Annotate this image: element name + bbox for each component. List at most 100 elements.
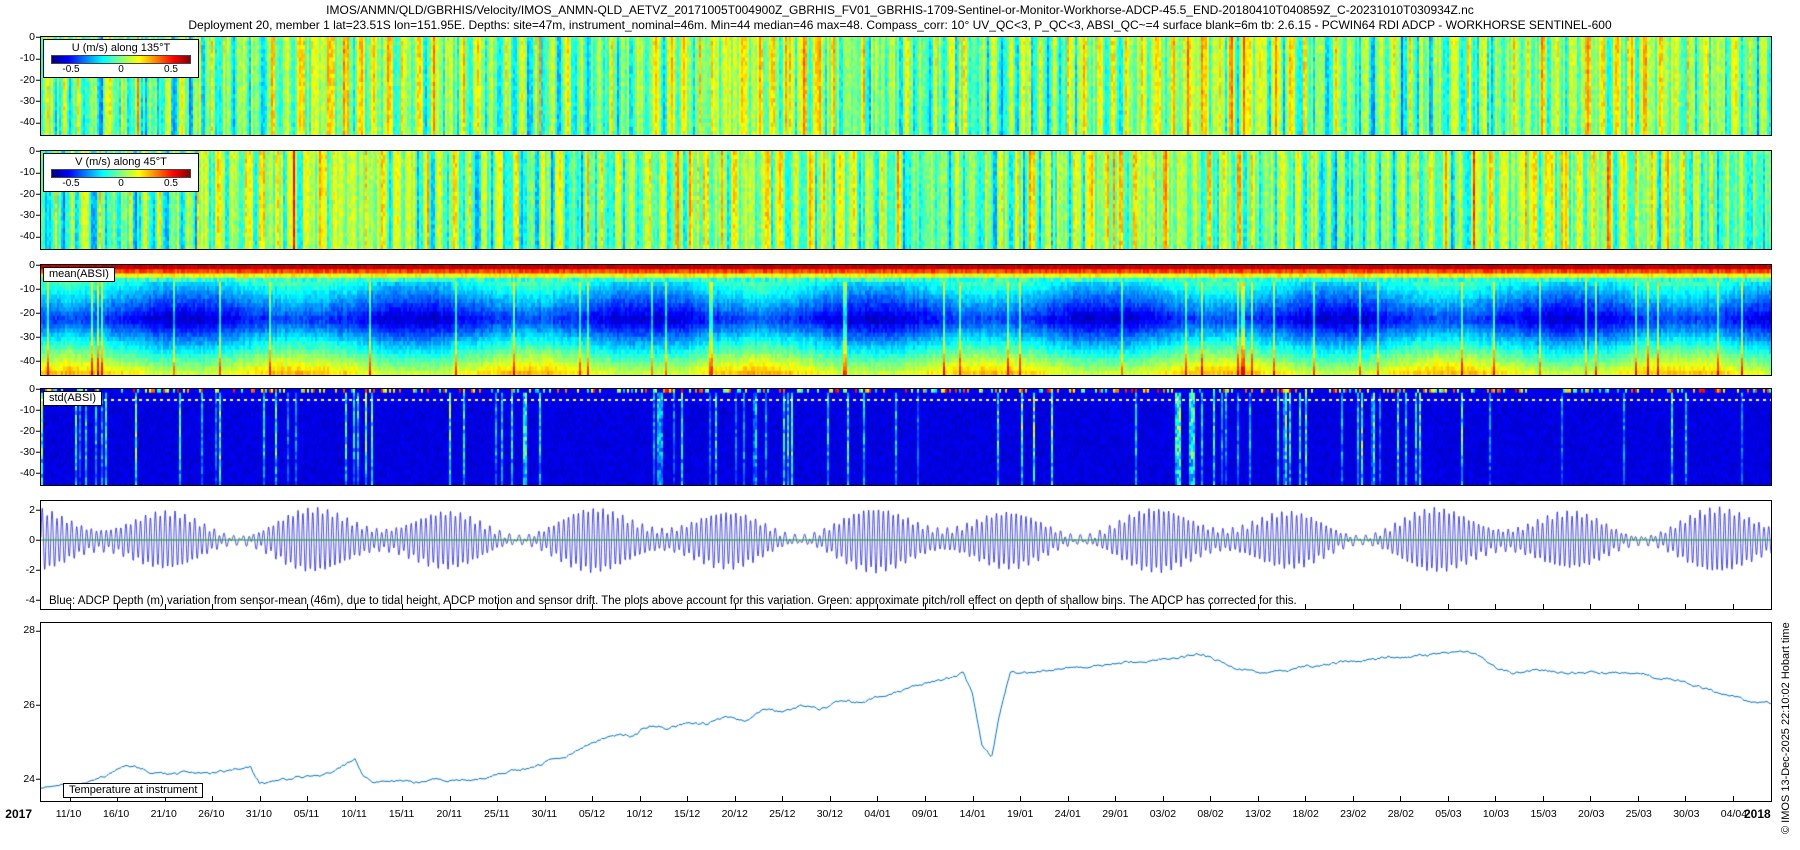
y-tick-label: -40 xyxy=(3,467,41,478)
v-colorbar-legend: V (m/s) along 45°T -0.5 0 0.5 xyxy=(43,153,199,192)
std-absi-heatmap xyxy=(41,389,1771,485)
mean-absi-heatmap xyxy=(41,265,1771,375)
u-colorbar-tick-labels: -0.5 0 0.5 xyxy=(51,64,191,75)
v-velocity-heatmap xyxy=(41,151,1771,249)
colorbar-tick-label: 0.5 xyxy=(164,64,178,75)
x-tick-label: 20/11 xyxy=(436,808,462,820)
panel-u-velocity: U (m/s) along 135°T -0.5 0 0.5 0 -10 -20 -30-… xyxy=(20,32,1772,136)
x-tick-label: 25/03 xyxy=(1625,808,1652,820)
x-tick-mark xyxy=(402,796,404,801)
y-tick-label: -20 xyxy=(3,308,41,319)
x-tick-mark xyxy=(925,604,926,609)
x-tick-mark xyxy=(687,604,689,609)
x-tick-mark xyxy=(1732,604,1734,609)
x-tick-label: 04/04 xyxy=(1720,808,1748,820)
x-tick-label: 23/02 xyxy=(1340,808,1367,820)
panel-std-absi: std(ABSI) 0 -10 -20 -30 -40 xyxy=(20,384,1772,486)
x-tick-mark xyxy=(687,796,689,801)
x-tick-mark xyxy=(1115,796,1117,801)
x-tick-label: 24/01 xyxy=(1054,808,1081,820)
x-tick-mark xyxy=(1067,796,1069,801)
x-axis-year-left: 2017 xyxy=(5,807,32,821)
x-tick-mark xyxy=(259,796,261,801)
mean-absi-label: mean(ABSI) xyxy=(43,267,115,282)
y-tick-label: -20 xyxy=(3,74,41,85)
temperature-plot xyxy=(41,623,1771,801)
y-tick-label: 0 xyxy=(3,384,41,395)
x-tick-mark xyxy=(449,604,451,609)
x-tick-label: 10/03 xyxy=(1482,808,1510,820)
y-tick-label: -20 xyxy=(3,188,41,199)
x-tick-label: 04/01 xyxy=(864,808,891,820)
v-colorbar-title: V (m/s) along 45°T xyxy=(75,156,167,168)
x-tick-mark xyxy=(1685,796,1687,801)
depth-variation-plot xyxy=(41,501,1771,609)
x-tick-mark xyxy=(449,796,451,801)
jet-colorbar-gradient xyxy=(51,55,191,64)
x-tick-mark xyxy=(639,604,641,609)
x-tick-mark xyxy=(1257,796,1259,801)
x-tick-label: 25/12 xyxy=(769,808,796,820)
y-tick-label: -10 xyxy=(3,284,41,295)
y-tick-label: 28 xyxy=(3,625,41,636)
x-tick-label: 03/02 xyxy=(1149,808,1177,820)
x-tick-mark xyxy=(497,604,499,609)
x-tick-label: 09/01 xyxy=(911,808,939,820)
depth-annotation: Blue: ADCP Depth (m) variation from sens… xyxy=(49,595,1297,607)
x-tick-mark xyxy=(734,796,736,801)
y-tick-label: 0 xyxy=(3,146,41,157)
x-tick-label: 20/12 xyxy=(721,808,748,820)
x-tick-mark xyxy=(877,796,879,801)
x-tick-mark xyxy=(1685,604,1687,609)
x-tick-mark xyxy=(829,796,831,801)
x-tick-mark xyxy=(829,604,831,609)
y-tick-label: -20 xyxy=(3,425,41,437)
y-tick-label: -30 xyxy=(3,210,41,221)
x-tick-label: 14/01 xyxy=(959,808,986,820)
x-tick-label: 21/10 xyxy=(150,808,177,820)
x-tick-mark xyxy=(69,604,71,609)
x-tick-mark xyxy=(782,604,784,609)
x-tick-mark xyxy=(1162,604,1164,609)
x-tick-label: 10/12 xyxy=(626,808,653,820)
panel-temperature: Temperature at instrument 28 26 24 xyxy=(23,622,1772,802)
x-axis-year-right: 2018 xyxy=(1744,807,1771,821)
y-tick-label: -2 xyxy=(3,565,41,576)
x-tick-mark xyxy=(972,796,974,801)
panel-mean-absi: mean(ABSI) 0 -10 -20 -30 -40 xyxy=(20,260,1772,376)
y-tick-label: -30 xyxy=(3,96,41,107)
x-tick-label: 26/10 xyxy=(198,808,225,820)
imos-copyright-watermark: © IMOS 13-Dec-2025 22:10:02 Hobart time xyxy=(1780,622,1792,834)
x-tick-label: 25/11 xyxy=(484,808,510,820)
x-tick-mark xyxy=(592,604,594,609)
x-tick-mark xyxy=(1400,796,1402,801)
x-tick-mark xyxy=(1305,796,1307,801)
y-tick-label: 0 xyxy=(3,32,41,43)
x-tick-mark xyxy=(307,796,309,801)
colorbar-tick-label: 0 xyxy=(118,178,124,189)
colorbar-tick-label: -0.5 xyxy=(62,64,80,75)
std-absi-label: std(ABSI) xyxy=(43,391,103,406)
x-tick-mark xyxy=(212,796,214,801)
x-tick-label: 16/10 xyxy=(102,808,130,820)
x-tick-mark xyxy=(1542,604,1544,609)
x-tick-label: 15/11 xyxy=(388,808,415,820)
y-tick-label: 26 xyxy=(3,699,41,710)
x-tick-mark xyxy=(1542,796,1544,801)
x-tick-mark xyxy=(1305,604,1307,609)
x-tick-mark xyxy=(639,796,641,801)
x-tick-mark xyxy=(925,796,926,801)
y-tick-label: -40 xyxy=(3,117,41,128)
x-tick-mark xyxy=(1257,604,1259,609)
figure-subtitle: Deployment 20, member 1 lat=23.51S lon=1… xyxy=(188,18,1612,32)
u-colorbar-legend: U (m/s) along 135°T -0.5 0 0.5 xyxy=(43,39,199,78)
x-tick-mark xyxy=(1495,796,1497,801)
x-tick-mark xyxy=(1447,796,1449,801)
y-tick-label: -40 xyxy=(3,355,41,366)
x-tick-mark xyxy=(1590,796,1592,801)
y-tick-label: -30 xyxy=(3,446,41,457)
x-tick-label: 31/10 xyxy=(245,808,273,820)
x-tick-mark xyxy=(544,604,546,609)
y-tick-label: 2 xyxy=(3,505,41,516)
colorbar-tick-label: 0.5 xyxy=(164,178,178,189)
